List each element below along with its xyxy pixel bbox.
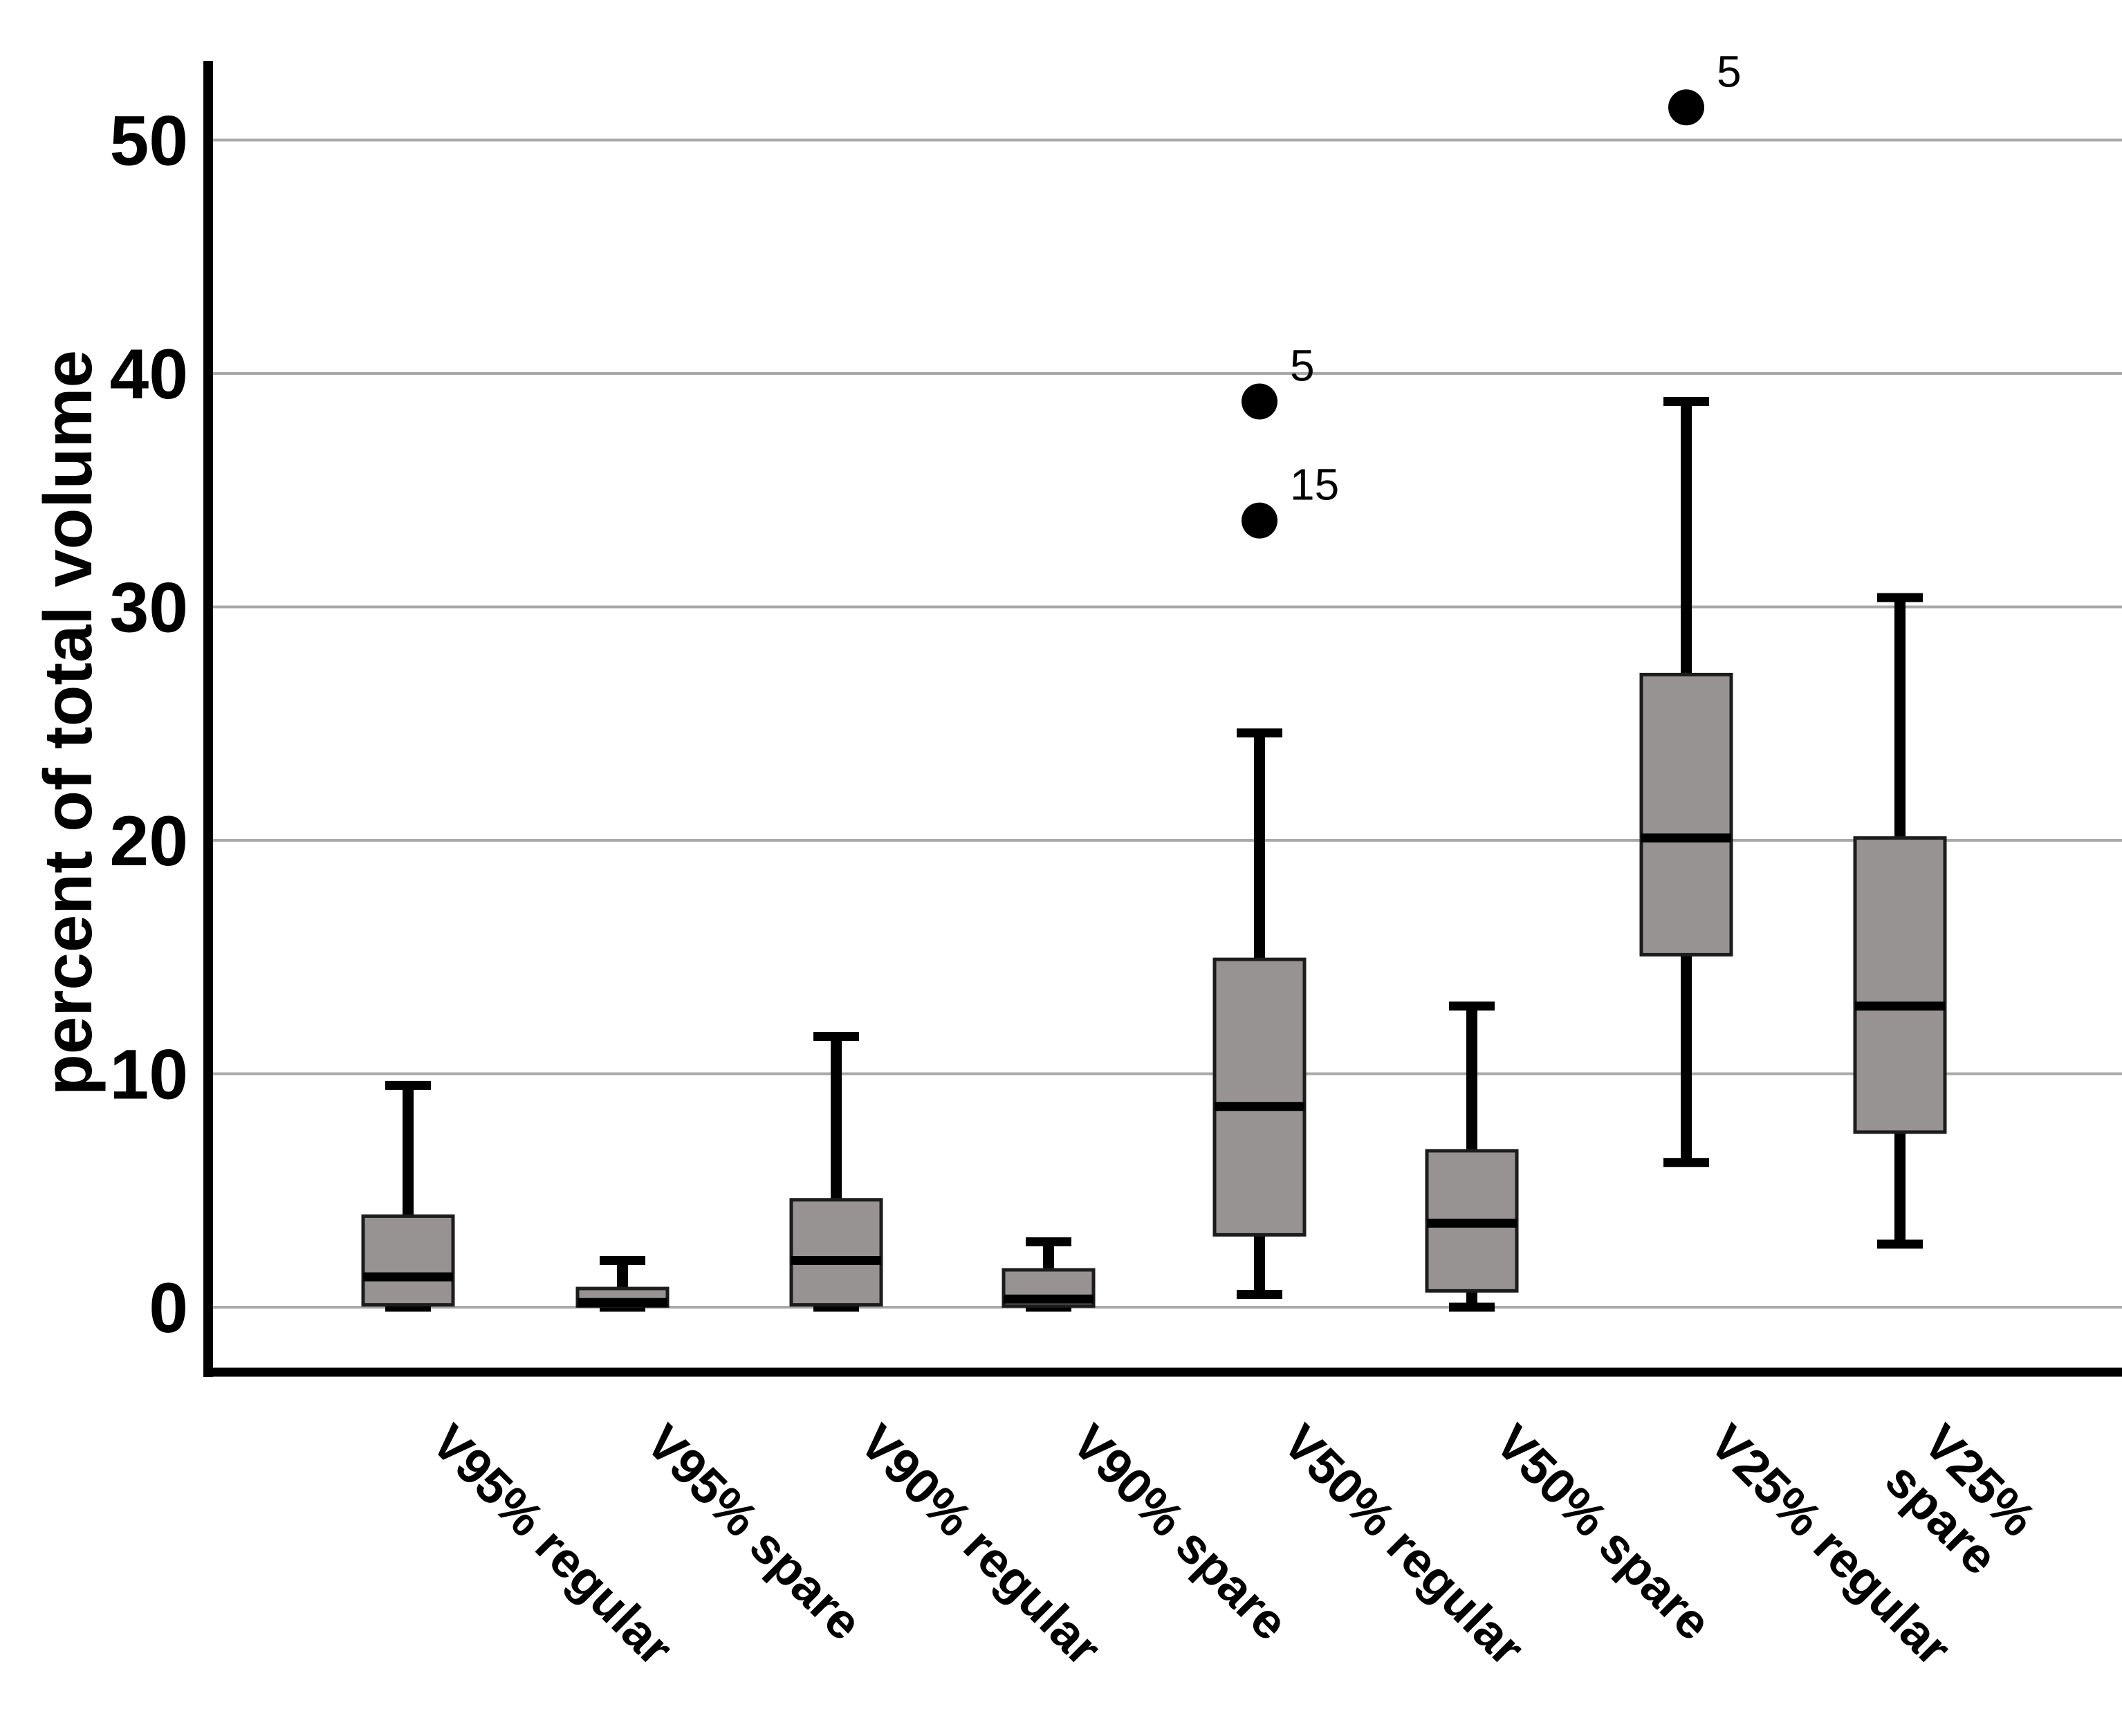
outlier-dot	[1242, 502, 1277, 539]
iqr-box	[361, 1214, 455, 1307]
y-tick-label-20: 20	[110, 802, 188, 880]
box-group-5: 15 5	[1212, 341, 1339, 1299]
outlier-dot	[1668, 89, 1704, 126]
outlier-label: 5	[1717, 46, 1742, 96]
y-tick-label-0: 0	[149, 1268, 188, 1347]
outlier-label: 5	[1290, 341, 1315, 391]
box-group-6	[1425, 1001, 1519, 1312]
y-tick-labels: 0 10 20 30 40 50	[110, 102, 188, 1348]
y-tick-label-30: 30	[110, 569, 188, 647]
y-tick-label-10: 10	[110, 1035, 188, 1114]
y-tick-label-50: 50	[110, 102, 188, 181]
box-group-2	[575, 1256, 670, 1312]
iqr-box	[789, 1198, 883, 1307]
y-axis-title: percent of total volume	[30, 350, 106, 1096]
box-group-1	[361, 1080, 455, 1312]
y-tick-label-40: 40	[110, 335, 188, 414]
iqr-box	[1212, 957, 1307, 1237]
box-group-4	[1002, 1237, 1096, 1312]
box-group-7: 5	[1639, 46, 1742, 1167]
box-group-3	[789, 1032, 883, 1312]
box-group-8	[1853, 593, 1947, 1249]
outlier-dot	[1242, 383, 1277, 420]
outlier-label: 15	[1290, 460, 1339, 510]
iqr-box	[1639, 672, 1733, 957]
iqr-box	[1853, 836, 1947, 1134]
gridlines	[213, 138, 2122, 1309]
